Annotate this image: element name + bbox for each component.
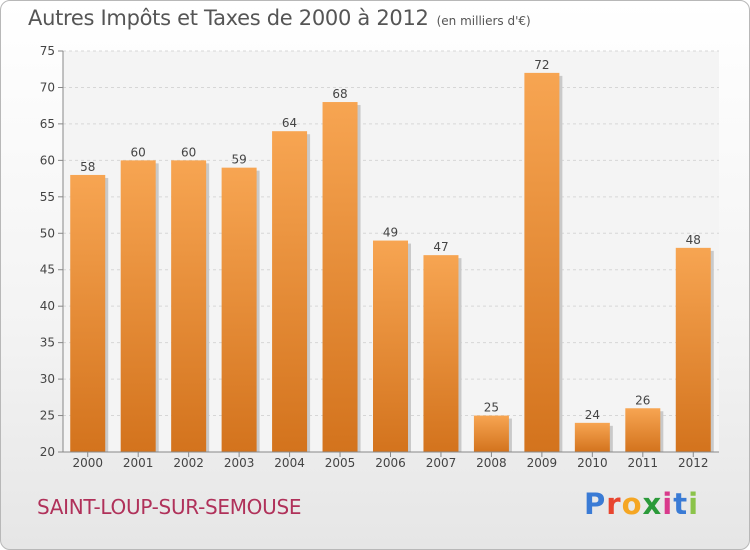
value-label-2003: 59	[231, 153, 246, 167]
value-label-2006: 49	[383, 226, 398, 240]
value-label-2000: 58	[80, 160, 95, 174]
y-tick-label: 20	[40, 445, 55, 459]
x-tick-label-2007: 2007	[426, 456, 457, 470]
x-tick-label-2010: 2010	[577, 456, 608, 470]
x-tick-label-2005: 2005	[325, 456, 356, 470]
value-label-2008: 25	[484, 401, 499, 415]
x-tick-label-2003: 2003	[224, 456, 255, 470]
y-tick-label: 65	[40, 117, 55, 131]
value-label-2010: 24	[585, 408, 600, 422]
y-tick-label: 50	[40, 226, 55, 240]
value-label-2005: 68	[332, 87, 347, 101]
y-tick-label: 40	[40, 299, 55, 313]
proxiti-logo: Proxiti	[584, 487, 700, 521]
y-tick-label: 30	[40, 372, 55, 386]
bar-2010	[574, 422, 610, 452]
x-tick-label-2011: 2011	[628, 456, 659, 470]
bar-2000	[70, 174, 106, 453]
chart-subtitle: (en milliers d'€)	[436, 14, 531, 28]
x-tick-label-2006: 2006	[375, 456, 406, 470]
bar-2001	[120, 160, 156, 452]
bar-2002	[171, 160, 207, 452]
x-tick-label-2000: 2000	[72, 456, 103, 470]
value-label-2002: 60	[181, 145, 196, 159]
y-tick-label: 25	[40, 409, 55, 423]
bar-2012	[675, 247, 711, 452]
bar-2003	[221, 167, 257, 452]
bar-2007	[423, 255, 459, 452]
x-tick-label-2004: 2004	[274, 456, 305, 470]
value-label-2009: 72	[534, 58, 549, 72]
x-tick-label-2002: 2002	[173, 456, 204, 470]
value-label-2004: 64	[282, 116, 297, 130]
value-label-2011: 26	[635, 393, 650, 407]
bar-2008	[473, 415, 509, 452]
y-tick-label: 55	[40, 190, 55, 204]
y-tick-label: 70	[40, 80, 55, 94]
bar-2006	[373, 240, 408, 452]
value-label-2012: 48	[686, 233, 701, 247]
bar-2009	[524, 72, 560, 452]
chart-title-text: Autres Impôts et Taxes de 2000 à 2012	[28, 6, 429, 30]
y-tick-label: 35	[40, 336, 55, 350]
value-label-2007: 47	[433, 240, 448, 254]
x-tick-label-2009: 2009	[527, 456, 558, 470]
chart-title: Autres Impôts et Taxes de 2000 à 2012 (en…	[28, 6, 531, 30]
x-tick-label-2001: 2001	[123, 456, 154, 470]
bar-2005	[322, 102, 358, 452]
city-name: SAINT-LOUP-SUR-SEMOUSE	[37, 495, 302, 519]
x-tick-label-2012: 2012	[678, 456, 709, 470]
bar-2004	[272, 131, 308, 452]
bar-2011	[625, 408, 661, 452]
y-tick-label: 75	[40, 44, 55, 58]
y-tick-label: 45	[40, 263, 55, 277]
y-tick-label: 60	[40, 153, 55, 167]
value-label-2001: 60	[131, 145, 146, 159]
x-tick-label-2008: 2008	[476, 456, 507, 470]
